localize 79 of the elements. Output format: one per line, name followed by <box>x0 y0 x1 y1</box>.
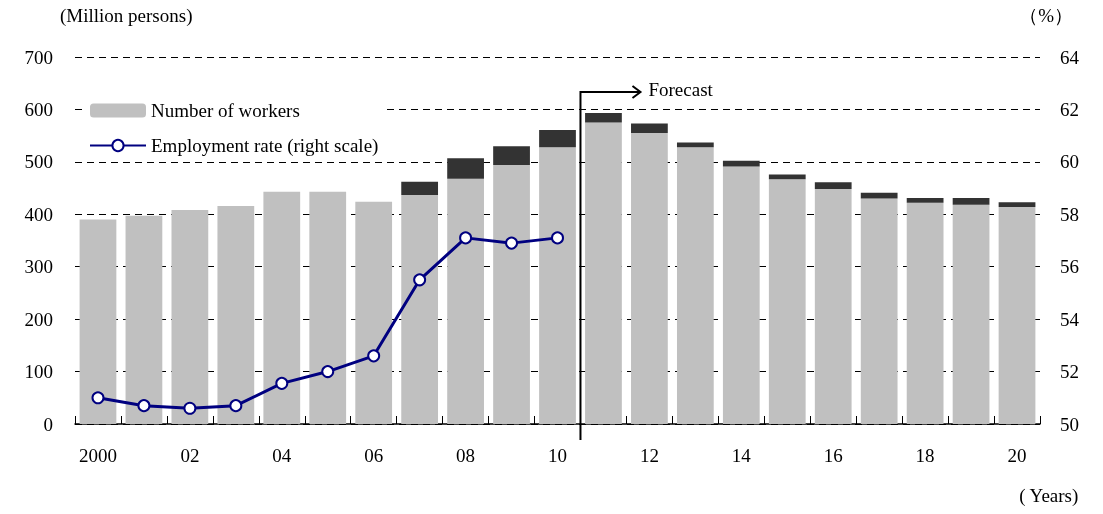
point <box>183 401 197 415</box>
legend-label: Number of workers <box>151 100 300 121</box>
bar <box>906 198 944 203</box>
point <box>321 365 335 379</box>
y-tick-label: 300 <box>24 256 53 278</box>
bar <box>998 206 1036 424</box>
point <box>459 231 473 245</box>
y2-tick-label: 62 <box>1060 98 1079 120</box>
bar <box>722 166 760 424</box>
y-tick-label: 0 <box>43 413 53 435</box>
x-tick-label: 12 <box>639 445 659 466</box>
y-axis-title: (Million persons) <box>60 5 193 27</box>
point <box>413 273 427 287</box>
bar <box>447 158 484 179</box>
bar <box>401 181 439 195</box>
y2-tick-label: 60 <box>1060 151 1079 173</box>
y-tick-label: 400 <box>24 203 53 225</box>
y-tick-label: 100 <box>24 361 53 383</box>
bar <box>676 142 714 148</box>
y2-axis-title: （%） <box>1019 5 1073 26</box>
y2-tick-label: 54 <box>1060 308 1080 330</box>
x-tick-label: 18 <box>915 445 935 466</box>
bar <box>676 147 714 424</box>
bar <box>952 204 990 424</box>
bar <box>768 174 806 180</box>
bar <box>860 192 898 199</box>
x-axis-title: ( Years) <box>1019 485 1079 507</box>
bar <box>263 191 301 424</box>
x-tick-label: 10 <box>548 445 567 466</box>
bar <box>401 194 439 424</box>
x-tick-label: 04 <box>272 445 292 466</box>
y2-tick-label: 50 <box>1060 413 1079 435</box>
bar <box>79 219 117 424</box>
bar <box>860 198 898 424</box>
legend-label: Employment rate (right scale) <box>151 135 379 157</box>
bar <box>631 123 668 134</box>
bar <box>585 113 622 123</box>
bar <box>355 201 393 424</box>
y-tick-label: 700 <box>24 46 53 68</box>
bar <box>493 165 530 424</box>
y2-tick-label: 64 <box>1060 46 1080 68</box>
x-tick-label: 08 <box>456 445 476 466</box>
x-tick-label: 06 <box>364 445 384 466</box>
y-tick-label: 500 <box>24 151 53 173</box>
bar <box>722 160 760 167</box>
bar <box>309 191 347 424</box>
bar <box>539 147 576 424</box>
point <box>505 236 519 250</box>
bar <box>768 179 806 424</box>
bar <box>585 122 622 424</box>
x-tick-label: 16 <box>823 445 843 466</box>
y2-tick-label: 56 <box>1060 256 1079 278</box>
bar <box>447 178 484 424</box>
y2-tick-label: 58 <box>1060 203 1079 225</box>
bar <box>998 202 1036 207</box>
bar <box>171 210 209 424</box>
bar <box>125 215 163 424</box>
x-tick-label: 2000 <box>78 445 117 466</box>
bar <box>906 202 944 424</box>
bar <box>631 133 668 424</box>
x-tick-label: 20 <box>1007 445 1027 466</box>
x-tick-label: 02 <box>180 445 200 466</box>
bar <box>217 205 255 424</box>
y-tick-label: 600 <box>24 98 53 120</box>
point <box>91 391 105 405</box>
point <box>137 399 151 413</box>
x-tick-label: 14 <box>731 445 752 466</box>
y-tick-label: 200 <box>24 308 53 330</box>
y2-tick-label: 52 <box>1060 361 1079 383</box>
bar <box>814 182 852 190</box>
point <box>275 376 289 390</box>
annotation: Forecast <box>648 79 714 100</box>
bar <box>952 198 990 205</box>
point <box>367 349 381 363</box>
point <box>229 399 243 413</box>
bar <box>539 129 576 148</box>
point <box>551 231 564 245</box>
bar <box>814 189 852 424</box>
bar <box>493 146 530 165</box>
